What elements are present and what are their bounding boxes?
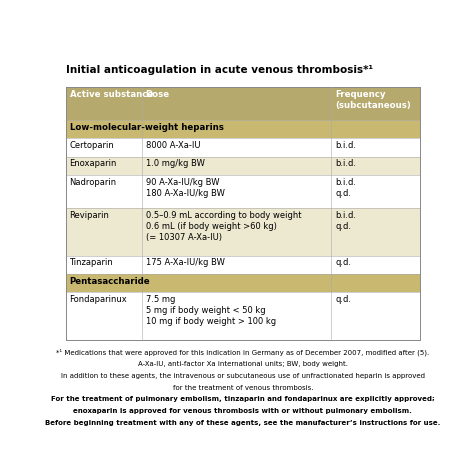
Text: enoxaparin is approved for venous thrombosis with or without pulmonary embolism.: enoxaparin is approved for venous thromb…	[73, 408, 412, 415]
Text: Before beginning treatment with any of these agents, see the manufacturer’s inst: Before beginning treatment with any of t…	[45, 420, 441, 426]
Text: 1.0 mg/kg BW: 1.0 mg/kg BW	[146, 159, 205, 168]
Bar	[66, 120, 420, 138]
Bar	[66, 138, 420, 157]
Bar	[66, 175, 420, 208]
Text: Fondaparinux: Fondaparinux	[70, 295, 128, 304]
Text: b.i.d.: b.i.d.	[335, 141, 356, 150]
Text: Tinzaparin: Tinzaparin	[70, 258, 113, 267]
Text: q.d.: q.d.	[335, 258, 351, 267]
Text: Low-molecular-weight heparins: Low-molecular-weight heparins	[70, 123, 223, 132]
Text: Frequency
(subcutaneous): Frequency (subcutaneous)	[335, 90, 411, 110]
Text: Pentasaccharide: Pentasaccharide	[70, 277, 150, 286]
Text: Enoxaparin: Enoxaparin	[70, 159, 117, 168]
Text: A-Xa-IU, anti-factor Xa international units; BW, body weight.: A-Xa-IU, anti-factor Xa international un…	[138, 361, 348, 367]
Text: 90 A-Xa-IU/kg BW
180 A-Xa-IU/kg BW: 90 A-Xa-IU/kg BW 180 A-Xa-IU/kg BW	[146, 178, 225, 198]
Text: For the treatment of pulmonary embolism, tinzaparin and fondaparinux are explici: For the treatment of pulmonary embolism,…	[51, 396, 435, 402]
Bar	[66, 292, 420, 340]
Text: b.i.d.: b.i.d.	[335, 159, 356, 168]
Bar	[66, 274, 420, 292]
Bar	[66, 87, 420, 120]
Text: q.d.: q.d.	[335, 295, 351, 304]
Text: b.i.d.
q.d.: b.i.d. q.d.	[335, 178, 356, 198]
Text: 8000 A-Xa-IU: 8000 A-Xa-IU	[146, 141, 200, 150]
Text: Dose: Dose	[146, 90, 170, 99]
Bar	[66, 256, 420, 274]
Text: Initial anticoagulation in acute venous thrombosis*¹: Initial anticoagulation in acute venous …	[66, 65, 373, 76]
Text: b.i.d.
q.d.: b.i.d. q.d.	[335, 211, 356, 231]
Text: Active substance: Active substance	[70, 90, 153, 99]
Text: 175 A-Xa-IU/kg BW: 175 A-Xa-IU/kg BW	[146, 258, 225, 267]
Text: In addition to these agents, the intravenous or subcutaneous use of unfractionat: In addition to these agents, the intrave…	[61, 373, 425, 378]
Text: *¹ Medications that were approved for this indication in Germany as of December : *¹ Medications that were approved for th…	[56, 349, 429, 356]
Bar	[66, 208, 420, 256]
Text: Certoparin: Certoparin	[70, 141, 114, 150]
Bar	[66, 157, 420, 175]
Text: for the treatment of venous thrombosis.: for the treatment of venous thrombosis.	[173, 385, 313, 391]
Text: 7.5 mg
5 mg if body weight < 50 kg
10 mg if body weight > 100 kg: 7.5 mg 5 mg if body weight < 50 kg 10 mg…	[146, 295, 276, 326]
Text: 0.5–0.9 mL according to body weight
0.6 mL (if body weight >60 kg)
(= 10307 A-Xa: 0.5–0.9 mL according to body weight 0.6 …	[146, 211, 301, 242]
Text: Nadroparin: Nadroparin	[70, 178, 117, 187]
Text: Reviparin: Reviparin	[70, 211, 109, 220]
